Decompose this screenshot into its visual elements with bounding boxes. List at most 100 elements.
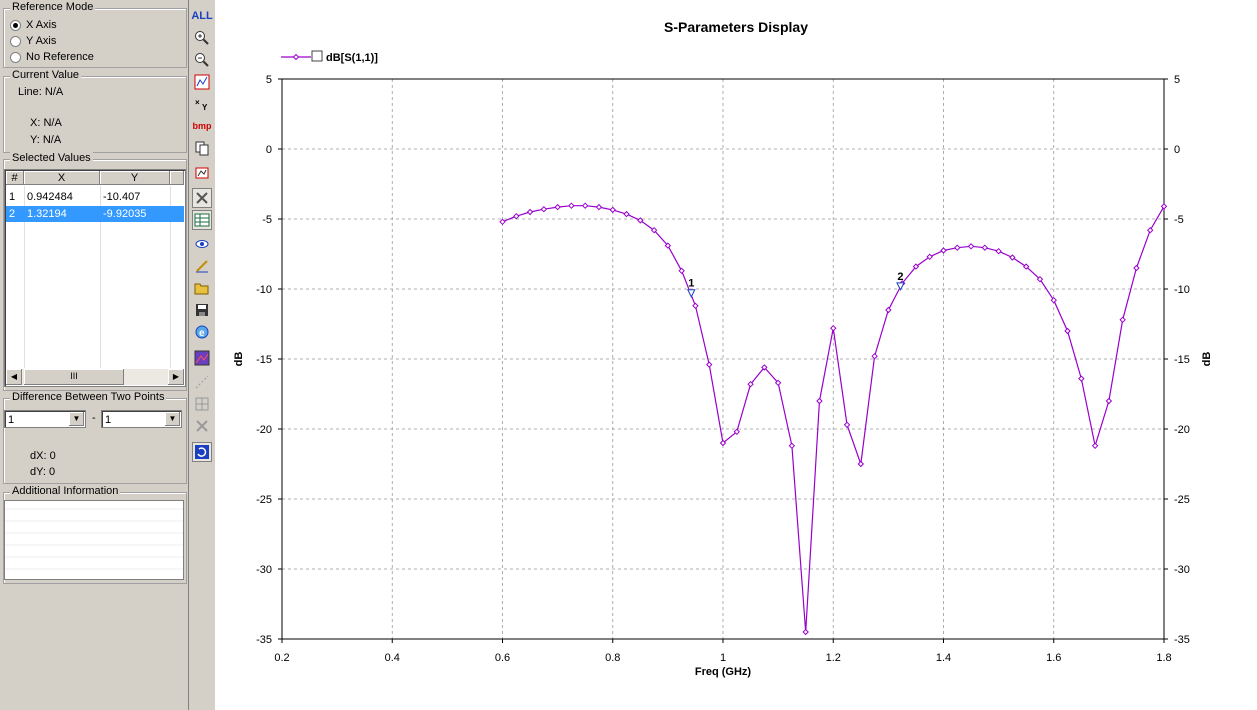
column-header-y[interactable]: Y: [100, 171, 170, 185]
svg-text:×: ×: [195, 98, 200, 107]
radio-label: Y Axis: [26, 35, 57, 47]
delete-disabled-icon[interactable]: [192, 416, 212, 436]
vertical-toolbar: ALL × Y bmp e: [188, 0, 216, 710]
marker-label: 1: [688, 278, 694, 290]
copy-icon[interactable]: [192, 138, 212, 158]
x-axis-label: Freq (GHz): [695, 666, 752, 678]
radio-label: No Reference: [26, 51, 94, 63]
radio-no-reference[interactable]: No Reference: [10, 50, 94, 64]
show-all-button[interactable]: ALL: [191, 6, 213, 26]
data-point: [885, 306, 892, 314]
radio-button[interactable]: [10, 51, 21, 63]
data-point: [595, 203, 603, 211]
table-row[interactable]: 1 0.942484 -10.407: [6, 189, 184, 205]
series-line: [502, 205, 1165, 633]
data-point: [926, 253, 933, 261]
selected-values-list[interactable]: # X Y 1 0.942484 -10.407 2 1.32194 -9.92…: [4, 169, 186, 387]
reference-mode-title: Reference Mode: [10, 1, 96, 14]
data-point: [1147, 226, 1154, 234]
data-point: [637, 217, 644, 224]
data-point: [995, 247, 1002, 255]
y-tick-label: -20: [256, 424, 272, 436]
current-value-title: Current Value: [10, 69, 82, 82]
scroll-left-icon[interactable]: ◀: [6, 369, 22, 385]
cell-num: 1: [9, 191, 16, 203]
data-point: [871, 352, 878, 360]
radio-y-axis[interactable]: Y Axis: [10, 34, 56, 48]
current-x: X: N/A: [30, 117, 62, 129]
horizontal-scrollbar[interactable]: ◀ III ▶: [6, 369, 184, 385]
marker-triangle: [896, 282, 905, 292]
data-point: [540, 205, 548, 213]
xy-icon[interactable]: × Y: [192, 94, 212, 114]
data-point: [1036, 275, 1044, 283]
data-point: [843, 421, 851, 429]
x-tick-label: 1.8: [1156, 652, 1171, 664]
chart-svg[interactable]: 0.2 0.4 0.6 0.8 1 1.2 1.4 1.6 1.8 5 5 0 0 -5 -5 -10 -10 -…: [215, 0, 1257, 710]
chevron-down-icon[interactable]: ▼: [165, 412, 180, 426]
data-point: [816, 397, 823, 405]
data-point: [1119, 316, 1126, 324]
bmp-button[interactable]: bmp: [192, 116, 212, 136]
pen-icon[interactable]: [192, 256, 212, 276]
data-point: [1133, 264, 1140, 272]
data-point: [981, 244, 989, 251]
marker-triangle: [686, 289, 696, 298]
table-row[interactable]: 2 1.32194 -9.92035: [6, 206, 184, 222]
data-point: [623, 210, 630, 218]
column-header-x[interactable]: X: [24, 171, 100, 185]
difference-title: Difference Between Two Points: [10, 391, 167, 404]
data-point: [1009, 254, 1016, 261]
image-icon[interactable]: [192, 348, 212, 368]
cell-x: 1.32194: [27, 208, 67, 220]
x-tick-label: 1.4: [936, 652, 951, 664]
table-icon[interactable]: [192, 210, 212, 230]
y-tick-label-right: -25: [1174, 494, 1190, 506]
x-tick-label: 1: [720, 652, 726, 664]
y-tick-label: -25: [256, 494, 272, 506]
browser-icon[interactable]: e: [192, 322, 212, 342]
scroll-right-icon[interactable]: ▶: [168, 369, 184, 385]
select-value: 1: [8, 414, 15, 426]
point-to-select[interactable]: 1 ▼: [101, 410, 182, 428]
data-point: [1050, 296, 1057, 304]
cell-y: -10.407: [103, 191, 141, 203]
data-point: [1064, 327, 1071, 335]
y-tick-label-right: -10: [1174, 284, 1190, 296]
data-point: [678, 267, 685, 275]
chevron-down-icon[interactable]: ▼: [69, 412, 84, 426]
marker-icon[interactable]: [192, 164, 212, 184]
y-tick-label-right: -35: [1174, 634, 1190, 646]
y-tick-label: 5: [266, 74, 272, 86]
y-tick-label-right: 0: [1174, 144, 1180, 156]
additional-info-box[interactable]: [4, 500, 184, 580]
zoom-in-icon[interactable]: [192, 28, 212, 48]
scroll-thumb[interactable]: III: [24, 369, 124, 385]
column-header-num[interactable]: #: [6, 171, 24, 185]
data-point: [967, 243, 975, 250]
refresh-icon[interactable]: [192, 442, 212, 462]
chart-type-icon[interactable]: [192, 72, 212, 92]
tools-icon[interactable]: [192, 188, 212, 208]
y-tick-label: -10: [256, 284, 272, 296]
save-icon[interactable]: [192, 300, 212, 320]
current-line: Line: N/A: [18, 86, 64, 98]
view-icon[interactable]: [192, 234, 212, 254]
curve-disabled-icon[interactable]: [192, 372, 212, 392]
grid-disabled-icon[interactable]: [192, 394, 212, 414]
zoom-out-icon[interactable]: [192, 50, 212, 70]
data-point: [774, 379, 782, 387]
data-point: [1160, 203, 1168, 210]
y-tick-label: -30: [256, 564, 272, 576]
all-label: ALL: [191, 10, 213, 22]
svg-text:Y: Y: [202, 103, 208, 112]
data-point: [609, 206, 616, 214]
y-tick-label-right: -20: [1174, 424, 1190, 436]
point-from-select[interactable]: 1 ▼: [4, 410, 86, 428]
current-value-group: Current Value Line: N/A X: N/A Y: N/A: [3, 69, 187, 153]
radio-button[interactable]: [10, 35, 21, 47]
radio-button[interactable]: [10, 19, 21, 31]
radio-x-axis[interactable]: X Axis: [10, 18, 57, 32]
legend-label: dB[S(1,1)]: [326, 52, 378, 64]
open-folder-icon[interactable]: [192, 278, 212, 298]
